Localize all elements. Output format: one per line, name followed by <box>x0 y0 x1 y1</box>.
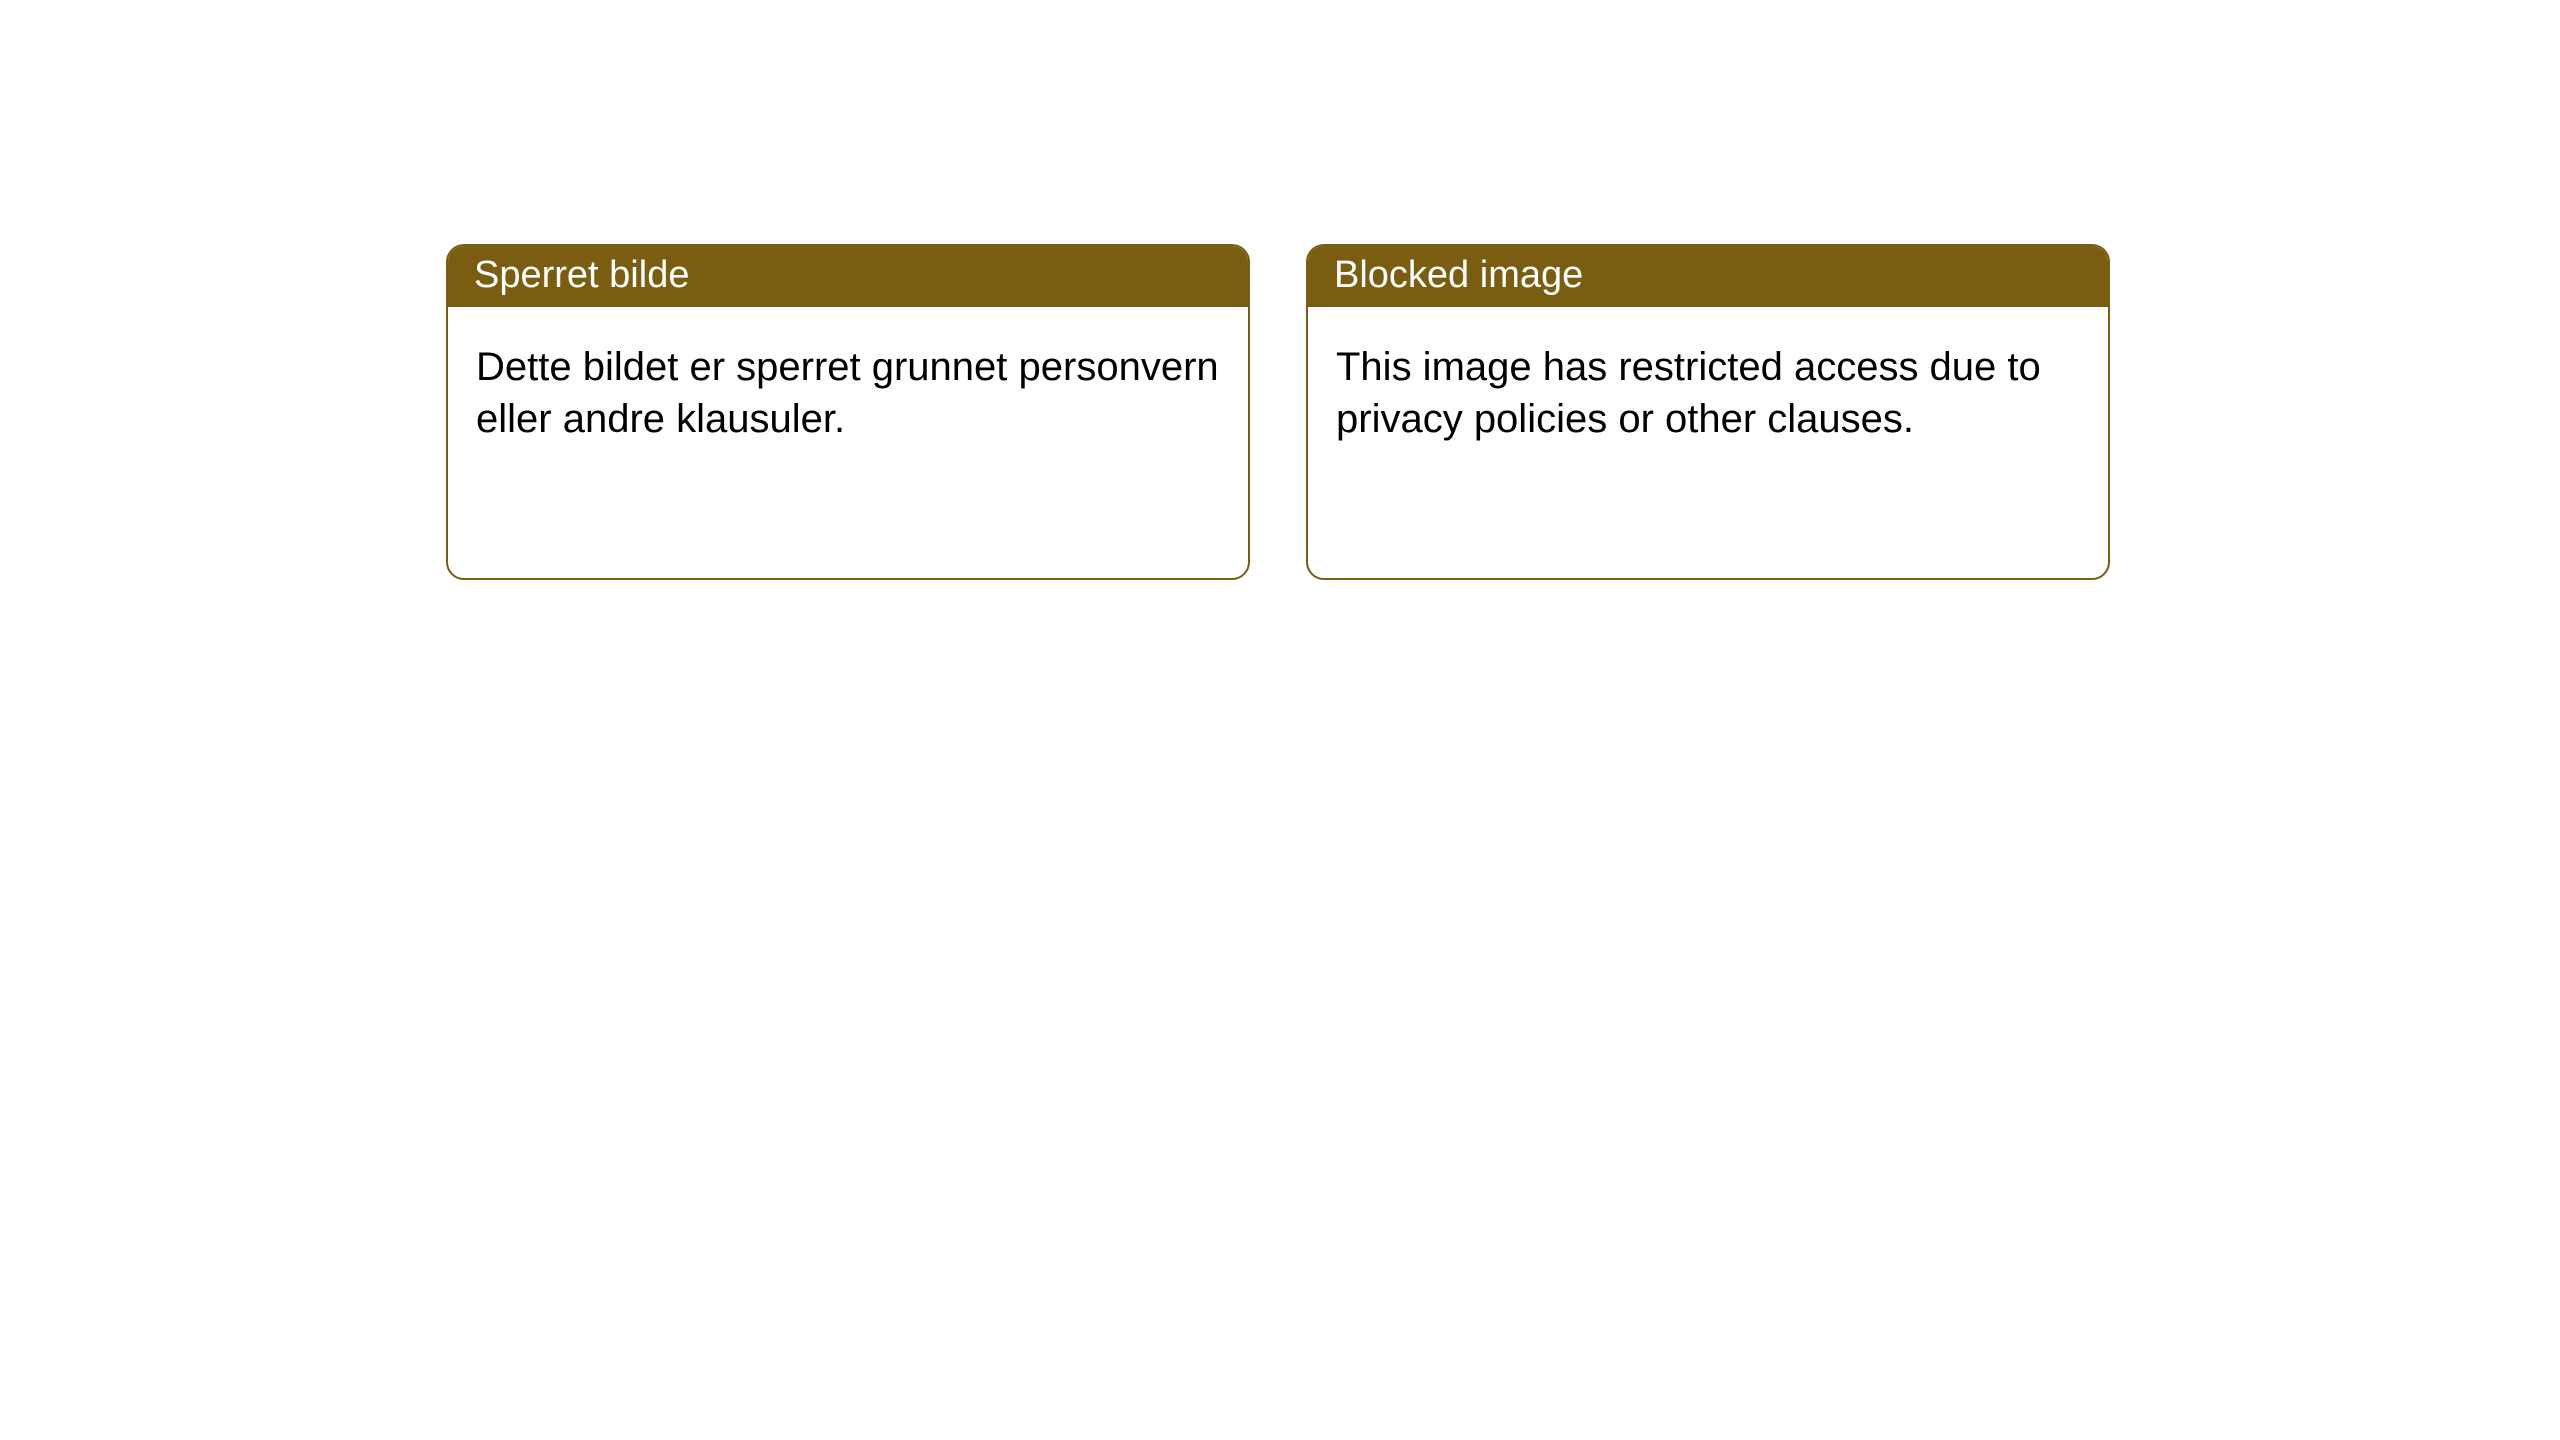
notice-container: Sperret bilde Dette bildet er sperret gr… <box>0 0 2560 580</box>
notice-card-english: Blocked image This image has restricted … <box>1306 244 2110 580</box>
notice-body: This image has restricted access due to … <box>1308 307 2108 479</box>
notice-header: Blocked image <box>1308 246 2108 307</box>
notice-body: Dette bildet er sperret grunnet personve… <box>448 307 1248 479</box>
notice-card-norwegian: Sperret bilde Dette bildet er sperret gr… <box>446 244 1250 580</box>
notice-header: Sperret bilde <box>448 246 1248 307</box>
